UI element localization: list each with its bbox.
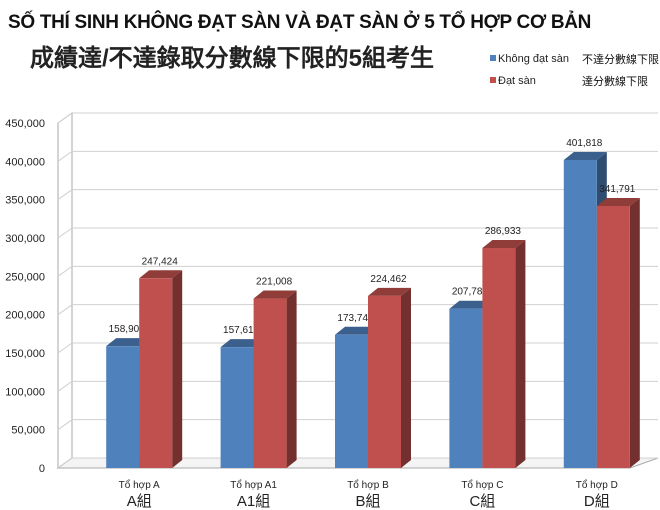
x-tick-annotation: A1組 [237,493,270,510]
data-label: 401,818 [566,138,603,149]
bar-side [286,290,297,468]
bar [253,298,287,468]
bar [449,308,483,468]
y-tick-label: 250,000 [5,271,45,283]
x-tick-annotation: A組 [127,493,152,510]
bar [596,205,630,468]
x-tick-annotation: D組 [584,493,610,510]
x-tick-label: Tổ hợp B [347,479,389,491]
bar-top [563,151,607,160]
y-tick-label: 450,000 [5,118,45,130]
bar-top [482,240,526,249]
bar [563,159,597,469]
x-tick-label: Tổ hợp A1 [230,479,277,491]
data-label: 224,462 [370,274,407,285]
data-label: 173,747 [337,313,374,324]
y-tick-label: 350,000 [5,195,45,207]
chart-subtitle: 成績達/不達錄取分數線下限的5組考生 [30,45,435,72]
legend-label: Không đạt sàn [498,53,569,65]
x-tick-label: Tổ hợp D [576,479,618,491]
bar-side [172,270,183,468]
data-label: 158,902 [109,324,146,335]
bar [220,347,254,468]
x-tick-label: Tổ hợp C [461,479,503,491]
gridline [57,265,658,277]
gridline [57,189,658,201]
y-tick-label: 0 [39,463,45,475]
legend-annotation: 達分數線下限 [582,74,648,88]
data-label: 247,424 [142,256,179,267]
x-tick-annotation: B組 [355,493,380,510]
gridline [57,150,658,162]
chart-title: SỐ THÍ SINH KHÔNG ĐẠT SÀN VÀ ĐẠT SÀN Ở 5… [8,12,592,33]
data-label: 157,617 [223,325,260,336]
y-tick-label: 300,000 [5,233,45,245]
bar-top [106,338,150,347]
bar-side [515,240,526,468]
bar-top [596,197,640,206]
bar [335,334,368,468]
data-label: 341,791 [599,184,636,195]
y-tick-label: 200,000 [5,310,45,322]
x-tick-label: Tổ hợp A [119,479,160,491]
legend-label: Đạt sàn [498,75,536,87]
bar [139,278,173,468]
bar-top [368,287,411,296]
bar [106,346,140,468]
bar-top [335,326,378,335]
y-tick-label: 50,000 [11,425,45,437]
y-tick-label: 150,000 [5,348,45,360]
bar-top [220,339,264,348]
bar-top [139,270,183,279]
legend-swatch [490,55,496,61]
y-tick-label: 400,000 [5,156,45,168]
y-tick-label: 100,000 [5,386,45,398]
data-label: 221,008 [256,277,293,288]
bar [368,295,401,468]
data-label: 286,933 [485,226,522,237]
bar-top [449,300,493,309]
side-wall [57,112,73,469]
legend-annotation: 不達分數線下限 [582,52,659,66]
legend-swatch [490,77,496,83]
bar-side [629,197,640,468]
x-tick-annotation: C組 [469,493,495,510]
gridline [57,227,658,239]
data-label: 207,783 [452,287,489,298]
bar [482,248,516,468]
gridline [57,112,658,124]
bar-top [253,290,297,299]
bar-side [401,287,411,468]
